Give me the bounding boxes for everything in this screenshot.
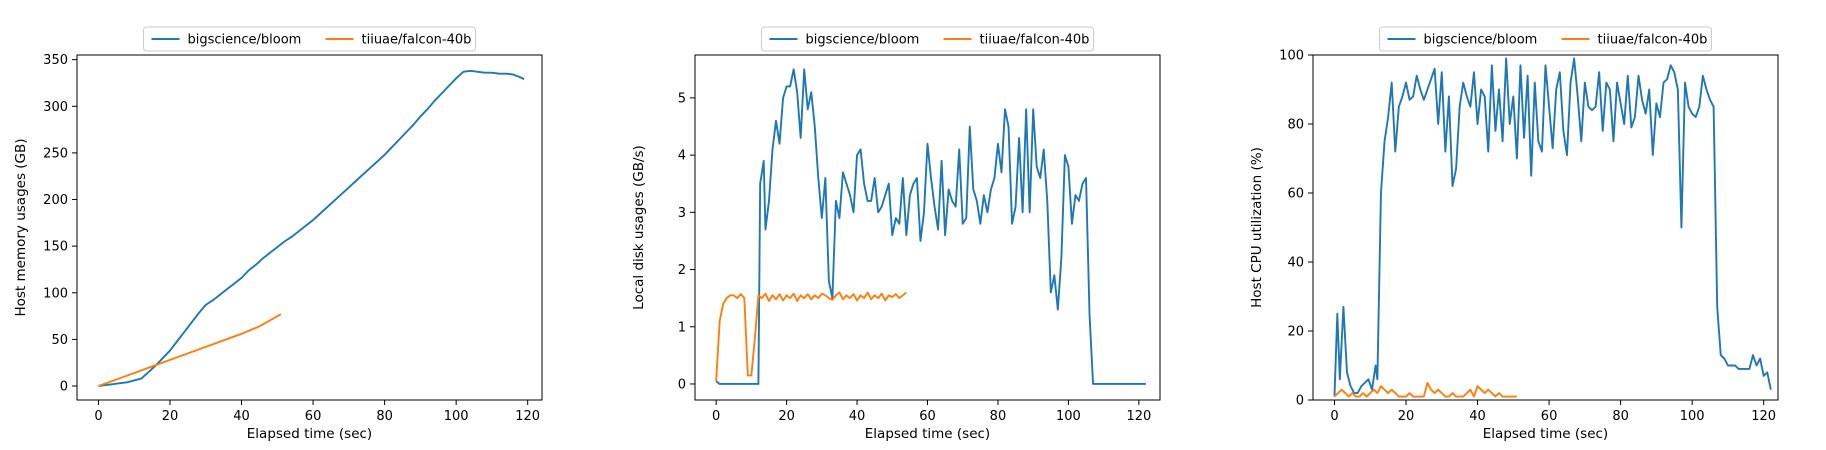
memory-y-tick-label: 200	[43, 193, 68, 208]
cpu-legend-label-0: bigscience/bloom	[1424, 33, 1538, 48]
disk-y-axis-label: Local disk usages (GB/s)	[631, 145, 647, 310]
cpu-y-tick-label: 100	[1279, 49, 1304, 64]
disk-legend-box	[761, 26, 1094, 52]
cpu-legend: bigscience/bloom tiiuae/falcon-40b	[1379, 26, 1712, 52]
disk-y-tick-label: 5	[678, 91, 686, 106]
cpu-series-line-0	[1333, 57, 1772, 397]
cpu-series-line-1	[1333, 381, 1517, 398]
memory-legend-label-1: tiiuae/falcon-40b	[362, 33, 472, 48]
cpu-y-tick-label: 80	[1287, 118, 1304, 133]
memory-chart-panel: 0 20 40 60 80 100 120 0 50 100 150 200 250 300 350 Elap…	[13, 26, 543, 442]
memory-y-tick-label: 100	[43, 286, 68, 301]
memory-y-tick-label: 0	[60, 380, 68, 395]
cpu-chart-panel: 0 20 40 60 80 100 120 0 20 40 60 80 100 Elapsed time …	[1249, 26, 1779, 442]
disk-legend-label-1: tiiuae/falcon-40b	[980, 33, 1090, 48]
disk-y-tick-label: 3	[678, 206, 686, 221]
memory-y-tick-label: 150	[43, 240, 68, 255]
memory-legend: bigscience/bloom tiiuae/falcon-40b	[143, 26, 476, 52]
memory-y-tick-label: 250	[43, 146, 68, 161]
disk-x-tick-label: 40	[849, 409, 866, 424]
disk-y-tick-label: 4	[678, 149, 686, 164]
memory-y-tick-label: 350	[43, 53, 68, 68]
disk-legend: bigscience/bloom tiiuae/falcon-40b	[761, 26, 1094, 52]
cpu-x-axis-label: Elapsed time (sec)	[1483, 426, 1608, 442]
memory-axes-frame	[76, 54, 543, 401]
cpu-legend-label-1: tiiuae/falcon-40b	[1598, 33, 1708, 48]
disk-x-tick-label: 60	[919, 409, 936, 424]
cpu-x-tick-label: 120	[1751, 409, 1776, 424]
cpu-x-tick-label: 40	[1469, 409, 1486, 424]
disk-y-tick-label: 1	[678, 320, 686, 335]
disk-series-line-0	[715, 68, 1146, 385]
disk-x-axis-label: Elapsed time (sec)	[865, 426, 990, 442]
memory-x-axis-label: Elapsed time (sec)	[247, 426, 372, 442]
cpu-axes-frame	[1312, 54, 1779, 401]
cpu-x-tick-label: 20	[1398, 409, 1415, 424]
memory-y-axis-label: Host memory usages (GB)	[13, 138, 29, 316]
disk-chart-panel: 0 20 40 60 80 100 120 0 1 2 3 4 5 Elapsed time (sec) L…	[631, 26, 1161, 442]
disk-y-tick-label: 2	[678, 263, 686, 278]
memory-x-tick-label: 120	[515, 409, 540, 424]
cpu-x-tick-label: 100	[1680, 409, 1705, 424]
cpu-y-tick-label: 20	[1287, 325, 1304, 340]
disk-x-tick-label: 80	[990, 409, 1007, 424]
memory-x-tick-label: 100	[444, 409, 469, 424]
disk-y-tick-label: 0	[678, 377, 686, 392]
disk-x-tick-label: 100	[1056, 409, 1081, 424]
memory-series-line-1	[98, 313, 282, 387]
cpu-legend-box	[1379, 26, 1712, 52]
cpu-y-tick-label: 40	[1287, 256, 1304, 271]
disk-x-tick-label: 120	[1126, 409, 1151, 424]
memory-legend-label-0: bigscience/bloom	[188, 33, 302, 48]
memory-x-tick-label: 80	[376, 409, 393, 424]
cpu-y-tick-label: 60	[1287, 187, 1304, 202]
memory-x-tick-label: 40	[233, 409, 250, 424]
memory-y-tick-label: 300	[43, 100, 68, 115]
cpu-y-axis-label: Host CPU utilization (%)	[1249, 147, 1265, 308]
cpu-x-tick-label: 0	[1330, 409, 1338, 424]
memory-x-tick-label: 0	[94, 409, 102, 424]
cpu-x-tick-label: 80	[1612, 409, 1629, 424]
memory-x-tick-label: 20	[162, 409, 179, 424]
memory-y-tick-label: 50	[51, 333, 68, 348]
memory-legend-box	[143, 26, 476, 52]
disk-x-tick-label: 20	[778, 409, 795, 424]
disk-x-tick-label: 0	[712, 409, 720, 424]
cpu-x-tick-label: 60	[1541, 409, 1558, 424]
memory-series-line-0	[98, 69, 525, 387]
cpu-y-tick-label: 0	[1296, 394, 1304, 409]
memory-x-tick-label: 60	[305, 409, 322, 424]
disk-legend-label-0: bigscience/bloom	[806, 33, 920, 48]
disk-series-line-1	[715, 291, 907, 382]
